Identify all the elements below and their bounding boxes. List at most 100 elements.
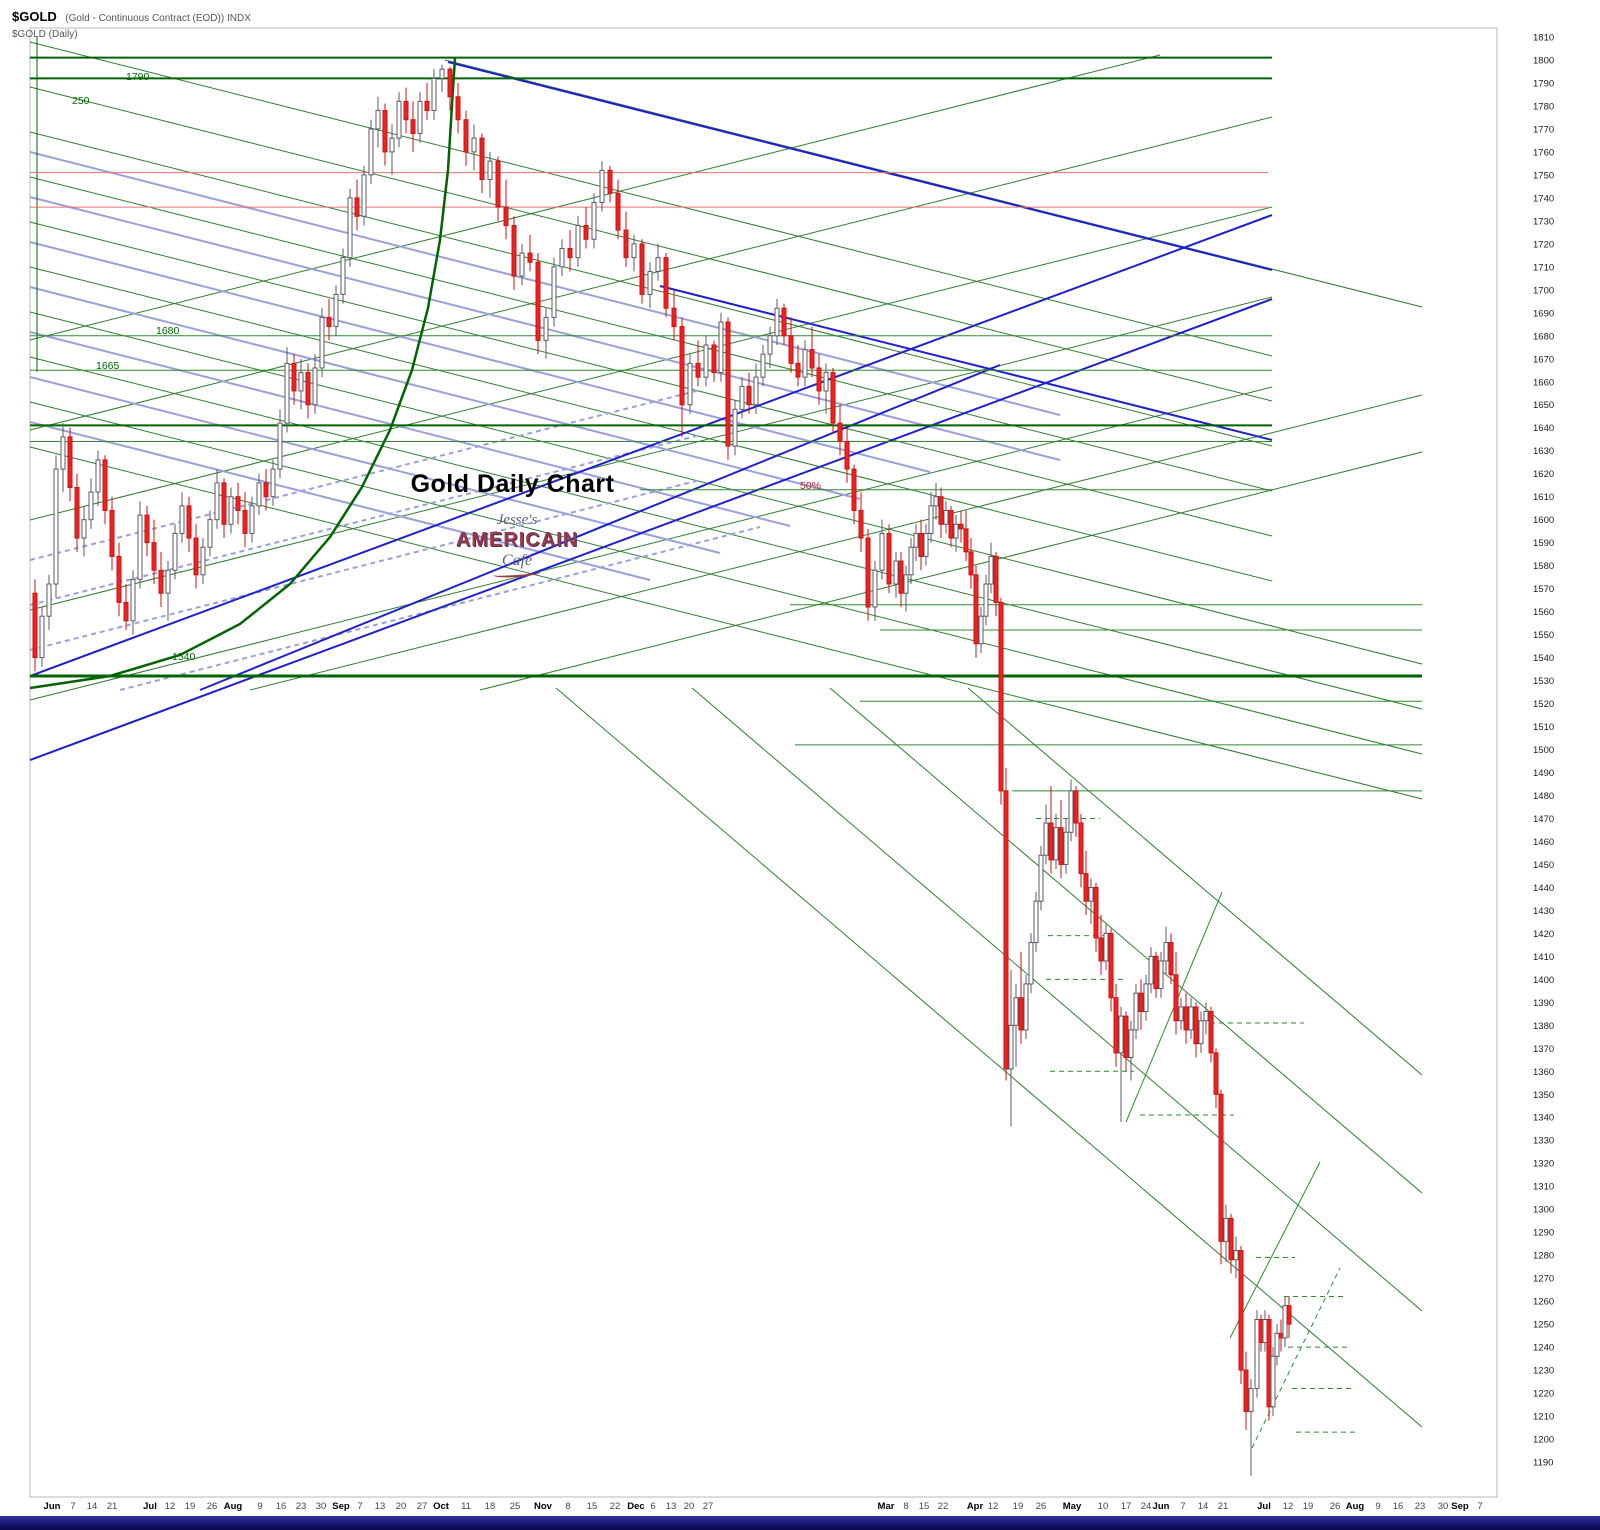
candle	[816, 354, 822, 405]
x-tick-label: 14	[1198, 1501, 1209, 1512]
candle	[893, 551, 899, 598]
candle	[1173, 951, 1179, 1035]
candle	[151, 519, 157, 585]
candle	[81, 505, 87, 557]
trendlines-layer	[29, 37, 1423, 1449]
candle	[933, 482, 939, 520]
x-tick-label: 22	[610, 1501, 621, 1512]
x-tick-label: 26	[1330, 1501, 1341, 1512]
candle	[647, 262, 653, 309]
candle	[1198, 1011, 1204, 1053]
y-tick-label: 1240	[1533, 1343, 1554, 1354]
x-tick-label: Jul	[143, 1501, 157, 1512]
candle	[88, 478, 94, 529]
trendline	[29, 221, 1273, 537]
candle	[123, 584, 129, 630]
trendline	[119, 526, 761, 691]
x-tick-label: Aug	[1346, 1501, 1365, 1512]
candle	[1008, 970, 1014, 1127]
candle	[109, 496, 115, 571]
x-tick-label: Jul	[1257, 1501, 1271, 1512]
candle	[158, 551, 164, 607]
candle	[165, 561, 171, 621]
candle	[718, 312, 724, 382]
candle	[1113, 983, 1119, 1067]
candle	[242, 492, 248, 548]
y-tick-label: 1460	[1533, 837, 1554, 848]
x-tick-label: 12	[1283, 1501, 1294, 1512]
trendline	[555, 687, 1423, 1428]
candle	[144, 505, 150, 557]
candle	[1028, 933, 1034, 994]
trendline	[29, 54, 1161, 341]
candle	[347, 188, 353, 267]
trendline	[29, 206, 1273, 521]
y-tick-label: 1760	[1533, 147, 1554, 158]
y-tick-label: 1230	[1533, 1366, 1554, 1377]
x-tick-label: 19	[1013, 1501, 1024, 1512]
y-tick-label: 1750	[1533, 170, 1554, 181]
candle	[559, 239, 565, 277]
candle	[872, 561, 878, 621]
candle	[802, 340, 808, 387]
y-tick-label: 1700	[1533, 285, 1554, 296]
candle	[663, 253, 669, 318]
candle	[781, 303, 787, 345]
candle	[1270, 1347, 1276, 1417]
candle	[305, 363, 311, 419]
candle	[1208, 1006, 1214, 1063]
candle	[948, 505, 954, 548]
x-tick-label: 18	[485, 1501, 496, 1512]
y-tick-label: 1220	[1533, 1389, 1554, 1400]
candle	[1193, 1002, 1199, 1058]
candle	[543, 308, 549, 359]
candle	[1108, 928, 1114, 1012]
y-tick-label: 1350	[1533, 1090, 1554, 1101]
y-tick-label: 1570	[1533, 584, 1554, 595]
trendline	[29, 298, 1273, 761]
x-tick-label: 30	[1438, 1501, 1449, 1512]
trendline	[659, 285, 1273, 441]
x-tick-label: 30	[316, 1501, 327, 1512]
candle	[687, 354, 693, 414]
y-tick-label: 1770	[1533, 124, 1554, 135]
candle	[479, 133, 485, 194]
candle	[354, 179, 360, 231]
x-tick-label: Jun	[44, 1501, 61, 1512]
candle	[53, 455, 59, 598]
candle	[903, 565, 909, 612]
x-tick-label: 7	[1180, 1501, 1185, 1512]
y-tick-label: 1290	[1533, 1228, 1554, 1239]
candle	[1282, 1296, 1288, 1348]
candle	[1223, 1204, 1229, 1263]
candle	[988, 542, 994, 594]
y-tick-label: 1790	[1533, 78, 1554, 89]
x-tick-label: 16	[276, 1501, 287, 1512]
x-tick-label: 20	[684, 1501, 695, 1512]
x-tick-label: 11	[461, 1501, 471, 1512]
y-tick-label: 1270	[1533, 1274, 1554, 1285]
candle	[1078, 813, 1084, 888]
candle	[228, 487, 234, 534]
x-tick-label: 27	[703, 1501, 714, 1512]
candle	[615, 179, 621, 240]
candle	[1068, 779, 1074, 842]
candle	[583, 207, 589, 249]
y-tick-label: 1260	[1533, 1297, 1554, 1308]
candle	[439, 64, 445, 93]
candle	[172, 524, 178, 580]
candle	[95, 450, 101, 506]
x-tick-label: Apr	[967, 1501, 984, 1512]
candle	[567, 230, 573, 272]
candle	[1278, 1319, 1284, 1352]
trendline	[249, 394, 1423, 691]
candle	[333, 285, 339, 336]
trendline	[29, 434, 701, 606]
x-tick-label: 12	[165, 1501, 176, 1512]
x-tick-label: 7	[1477, 1501, 1482, 1512]
candle	[993, 551, 999, 617]
candle	[837, 404, 843, 456]
trendline	[29, 214, 1273, 677]
candle	[1148, 947, 1154, 994]
y-tick-label: 1680	[1533, 331, 1554, 342]
